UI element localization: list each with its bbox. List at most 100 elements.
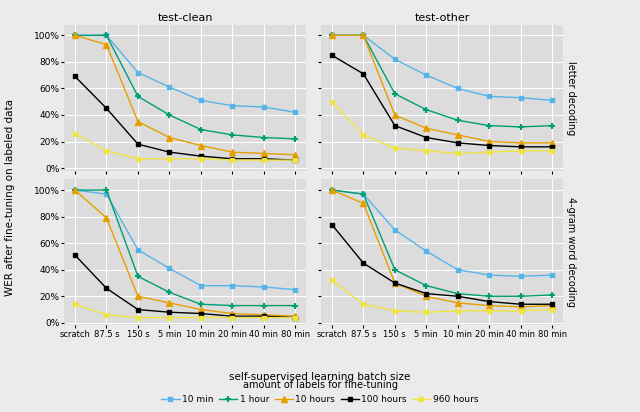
10 min xyxy=(328,187,336,192)
Line: 960 hours: 960 hours xyxy=(72,302,298,320)
1 hour xyxy=(291,136,299,141)
1 hour xyxy=(454,118,461,123)
10 hours xyxy=(134,119,142,124)
1 hour xyxy=(485,123,493,128)
100 hours xyxy=(360,261,367,266)
10 min xyxy=(328,33,336,38)
10 min xyxy=(71,187,79,192)
Line: 1 hour: 1 hour xyxy=(328,187,556,300)
Line: 100 hours: 100 hours xyxy=(330,53,555,149)
960 hours xyxy=(134,156,142,161)
960 hours xyxy=(102,148,110,153)
10 hours xyxy=(102,215,110,220)
1 hour xyxy=(360,192,367,197)
100 hours xyxy=(197,311,205,316)
10 min xyxy=(391,227,399,232)
10 min xyxy=(260,105,268,110)
1 hour xyxy=(485,294,493,299)
10 hours xyxy=(260,151,268,156)
10 min xyxy=(291,287,299,292)
10 hours xyxy=(328,187,336,192)
960 hours xyxy=(422,148,430,153)
100 hours xyxy=(102,106,110,111)
1 hour xyxy=(166,290,173,295)
100 hours xyxy=(166,150,173,154)
10 min xyxy=(422,73,430,77)
960 hours xyxy=(102,312,110,317)
10 min xyxy=(391,57,399,62)
10 hours xyxy=(102,42,110,47)
1 hour xyxy=(454,291,461,296)
10 min xyxy=(166,84,173,89)
10 min xyxy=(517,95,525,100)
1 hour xyxy=(197,127,205,132)
100 hours xyxy=(485,143,493,148)
Text: letter decoding: letter decoding xyxy=(566,61,575,135)
Line: 100 hours: 100 hours xyxy=(72,253,298,320)
960 hours xyxy=(422,310,430,315)
1 hour xyxy=(71,33,79,38)
Line: 960 hours: 960 hours xyxy=(72,131,298,162)
10 hours xyxy=(360,33,367,38)
Line: 10 hours: 10 hours xyxy=(329,187,555,310)
10 hours xyxy=(134,294,142,299)
10 min xyxy=(485,273,493,278)
10 hours xyxy=(197,307,205,312)
Line: 100 hours: 100 hours xyxy=(330,222,555,307)
960 hours xyxy=(197,156,205,161)
1 hour xyxy=(71,187,79,192)
960 hours xyxy=(485,309,493,314)
10 hours xyxy=(71,187,79,192)
1 hour xyxy=(391,91,399,96)
Title: test-clean: test-clean xyxy=(157,12,213,23)
100 hours xyxy=(391,123,399,128)
10 hours xyxy=(328,33,336,38)
960 hours xyxy=(291,158,299,163)
10 min xyxy=(360,33,367,38)
100 hours xyxy=(548,144,556,149)
100 hours xyxy=(454,140,461,145)
100 hours xyxy=(422,291,430,296)
10 hours xyxy=(291,152,299,157)
10 min xyxy=(197,98,205,103)
10 hours xyxy=(197,143,205,148)
960 hours xyxy=(454,309,461,314)
1 hour xyxy=(328,33,336,38)
10 min xyxy=(166,266,173,271)
10 min xyxy=(454,86,461,91)
1 hour xyxy=(391,267,399,272)
100 hours xyxy=(291,315,299,320)
960 hours xyxy=(548,148,556,153)
Line: 1 hour: 1 hour xyxy=(72,187,299,309)
10 hours xyxy=(71,33,79,38)
10 hours xyxy=(548,303,556,308)
10 hours xyxy=(485,139,493,144)
10 hours xyxy=(485,303,493,308)
10 hours xyxy=(454,300,461,305)
Line: 10 min: 10 min xyxy=(72,33,298,115)
1 hour xyxy=(422,107,430,112)
960 hours xyxy=(360,132,367,137)
960 hours xyxy=(71,131,79,136)
Line: 10 min: 10 min xyxy=(330,33,555,103)
10 min xyxy=(197,283,205,288)
Line: 10 min: 10 min xyxy=(330,188,555,279)
10 hours xyxy=(260,312,268,317)
1 hour xyxy=(134,274,142,279)
1 hour xyxy=(102,33,110,38)
100 hours xyxy=(422,135,430,140)
1 hour xyxy=(260,135,268,140)
1 hour xyxy=(166,112,173,117)
10 min xyxy=(102,33,110,38)
1 hour xyxy=(134,94,142,99)
1 hour xyxy=(517,124,525,129)
10 hours xyxy=(228,311,236,316)
10 hours xyxy=(360,201,367,206)
10 hours xyxy=(391,281,399,286)
1 hour xyxy=(291,303,299,308)
100 hours xyxy=(328,53,336,58)
1 hour xyxy=(422,283,430,288)
10 min xyxy=(71,33,79,38)
Text: WER after fine-tuning on labeled data: WER after fine-tuning on labeled data xyxy=(4,99,15,296)
960 hours xyxy=(166,156,173,161)
